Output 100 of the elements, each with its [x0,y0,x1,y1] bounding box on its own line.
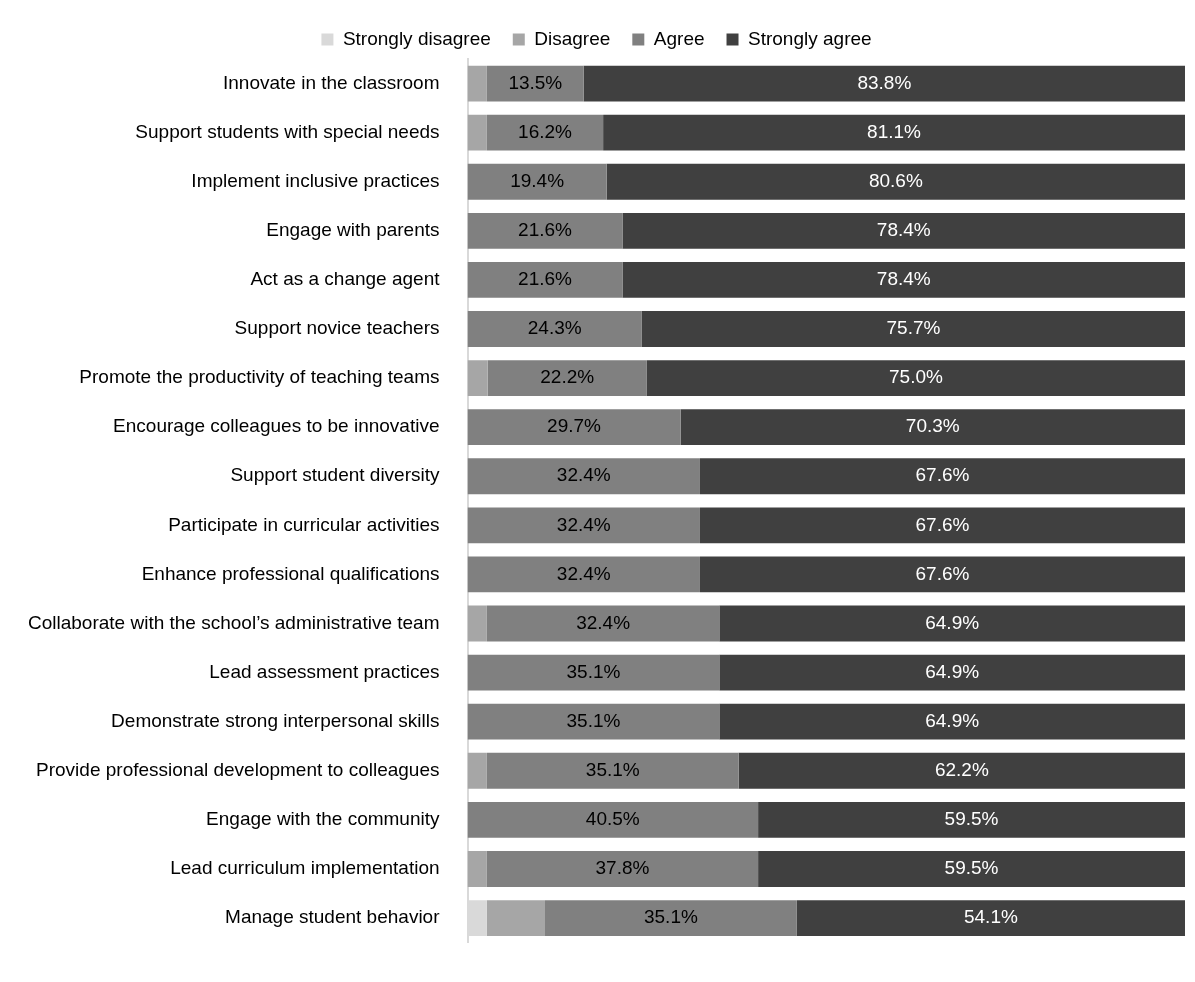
bar [467,556,700,593]
y-tick-label: Support students with special needs [135,120,440,142]
y-tick-label: Lead assessment practices [209,660,440,682]
bar [622,212,1185,249]
bar [486,605,720,642]
bar [699,507,1185,544]
data-label: 16.2% [518,120,573,142]
data-label: 35.1% [566,660,621,682]
bar [467,851,487,887]
data-label: 59.5% [944,808,999,830]
bar [467,212,623,249]
bar [486,900,545,936]
data-label: 21.6% [518,219,573,241]
data-label: 67.6% [915,513,970,535]
data-label: 29.7% [547,415,602,437]
bar [467,703,720,740]
y-tick-label: Implement inclusive practices [191,169,440,191]
data-label: 54.1% [963,906,1018,928]
bar [487,360,647,396]
data-label: 75.7% [886,317,941,339]
bar [641,311,1185,347]
data-label: 13.5% [508,71,563,93]
bar [646,360,1185,396]
legend-label: Agree [653,27,705,49]
bar [719,654,1185,691]
bar [622,261,1185,298]
data-label: 70.3% [905,415,960,437]
bar [467,65,487,102]
legend-label: Strongly agree [748,27,872,49]
y-tick-label: Enhance professional qualifications [141,562,440,584]
y-tick-label: Manage student behavior [225,906,441,928]
bar [606,163,1185,200]
data-label: 78.4% [876,219,931,241]
bar [467,114,487,151]
data-label: 32.4% [556,513,611,535]
bar [467,801,759,838]
data-label: 35.1% [643,906,698,928]
y-tick-label: Collaborate with the school’s administrative team [28,611,440,633]
y-tick-label: Demonstrate strong interpersonal skills [111,709,440,731]
data-label: 35.1% [585,759,640,781]
bar [467,458,700,495]
y-tick-label: Provide professional development to colleagues [36,759,440,781]
data-label: 67.6% [915,464,970,486]
data-label: 81.1% [867,120,922,142]
data-label: 67.6% [915,562,970,584]
data-label: 37.8% [595,857,650,879]
bar [796,900,1185,936]
bar [603,114,1185,151]
bar [719,605,1185,642]
bar [467,163,607,200]
y-tick-label: Participate in curricular activities [168,513,440,535]
data-label: 32.4% [576,611,631,633]
bar [699,556,1185,593]
bar [738,752,1185,789]
data-label: 59.5% [944,857,999,879]
data-label: 64.9% [925,611,980,633]
bar [467,360,488,396]
y-tick-label: Support novice teachers [234,317,440,339]
bar [467,507,700,544]
bar [467,654,720,691]
bar [486,114,604,151]
y-tick-label: Engage with the community [206,808,441,830]
bar [467,605,487,642]
data-label: 35.1% [566,709,621,731]
data-label: 19.4% [510,169,565,191]
data-label: 21.6% [518,268,573,290]
data-label: 75.0% [889,366,943,388]
y-tick-label: Promote the productivity of teaching teams [79,366,440,388]
bar [467,261,623,298]
bar [467,752,487,789]
bar [699,458,1185,495]
bar [467,311,642,347]
data-label: 83.8% [857,71,912,93]
data-label: 78.4% [876,268,931,290]
bar [486,752,739,789]
bar [680,409,1185,446]
y-tick-label: Act as a change agent [250,268,441,290]
y-tick-label: Support student diversity [230,464,440,486]
data-label: 62.2% [934,759,989,781]
data-label: 80.6% [868,169,923,191]
data-label: 22.2% [540,366,595,388]
legend-label: Strongly disagree [342,27,491,49]
data-label: 64.9% [925,660,980,682]
bar [719,703,1185,740]
data-label: 24.3% [527,317,582,339]
legend-label: Disagree [534,27,611,49]
bar [758,851,1185,887]
y-tick-label: Encourage colleagues to be innovative [113,415,440,437]
y-tick-label: Engage with parents [266,219,440,241]
data-label: 40.5% [585,808,640,830]
data-label: 32.4% [556,464,611,486]
bar [758,801,1185,838]
bar [545,900,797,936]
y-tick-label: Lead curriculum implementation [170,857,440,879]
bar [486,851,759,887]
y-tick-label: Innovate in the classroom [223,71,440,93]
bar [467,409,681,446]
data-label: 64.9% [925,709,980,731]
bar [583,65,1185,102]
data-label: 32.4% [556,562,611,584]
